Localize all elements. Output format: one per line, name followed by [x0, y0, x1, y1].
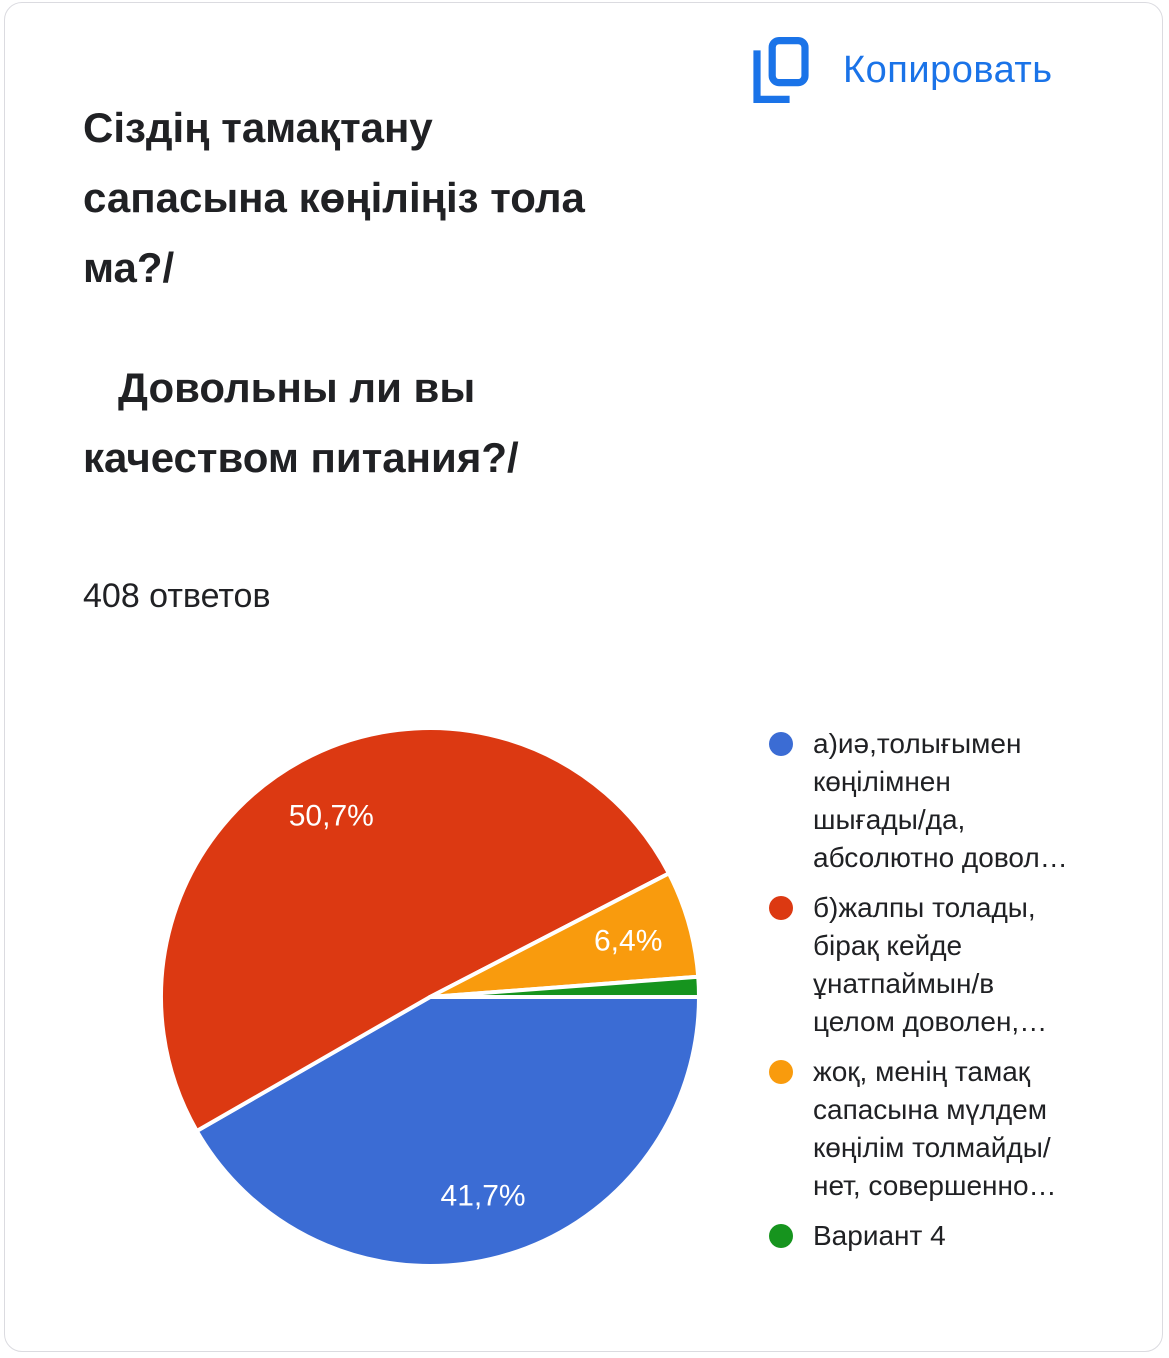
legend-color-dot	[769, 896, 793, 920]
legend-label: а)иә,толығымен көңілімнен шығады/да, абс…	[813, 728, 1068, 873]
legend-color-dot	[769, 732, 793, 756]
pie-chart: 41,7% 50,7% 6,4%	[159, 726, 702, 1268]
pie-slice-label: 41,7%	[441, 1180, 526, 1213]
pie-slice-label: 50,7%	[289, 800, 374, 833]
question-title-russian: Довольны ли вы качеством питания?/	[83, 364, 519, 481]
legend-color-dot	[769, 1060, 793, 1084]
question-title-kazakh: Сіздің тамақтану сапасына көңіліңіз тола…	[83, 104, 585, 291]
responses-count: 408 ответов	[83, 577, 271, 615]
chart-legend: а)иә,толығымен көңілімнен шығады/да, абс…	[769, 725, 1105, 1267]
legend-label: жоқ, менің тамақ сапасына мүлдем көңілім…	[813, 1056, 1057, 1201]
legend-item: Вариант 4	[769, 1217, 1105, 1255]
legend-item: а)иә,толығымен көңілімнен шығады/да, абс…	[769, 725, 1105, 877]
pie-slice	[159, 726, 671, 1134]
question-title: Сіздің тамақтану сапасына көңіліңіз тола…	[83, 93, 683, 493]
legend-label: б)жалпы толады, бірақ кейде ұнатпаймын/в…	[813, 892, 1048, 1037]
copy-button-label: Копировать	[843, 48, 1053, 91]
copy-button[interactable]: Копировать	[753, 37, 1053, 103]
copy-icon	[753, 37, 809, 103]
pie-slice-label: 6,4%	[594, 924, 662, 957]
pie-slice	[428, 974, 702, 999]
survey-result-card: Копировать Сіздің тамақтану сапасына көң…	[4, 2, 1163, 1352]
legend-item: жоқ, менің тамақ сапасына мүлдем көңілім…	[769, 1053, 1105, 1205]
legend-label: Вариант 4	[813, 1220, 946, 1251]
legend-color-dot	[769, 1224, 793, 1248]
pie-slice	[194, 995, 701, 1268]
legend-item: б)жалпы толады, бірақ кейде ұнатпаймын/в…	[769, 889, 1105, 1041]
